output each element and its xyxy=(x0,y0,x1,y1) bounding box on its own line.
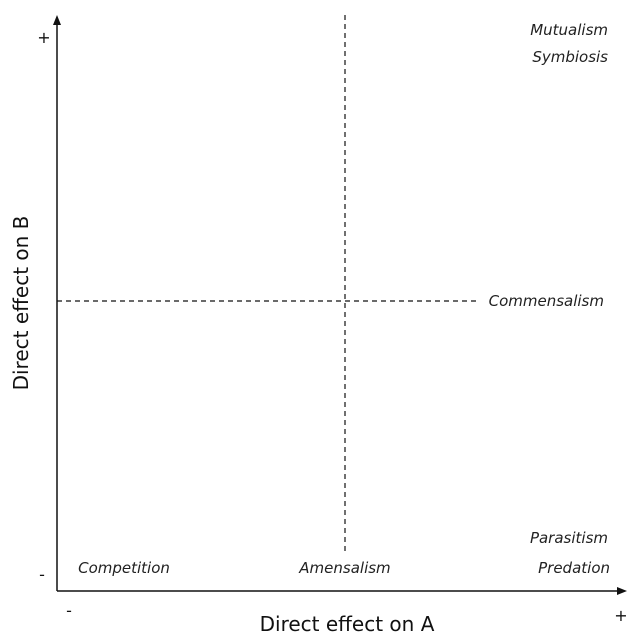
region-label-symbiosis: Symbiosis xyxy=(532,48,608,66)
region-label-amensalism: Amensalism xyxy=(298,559,390,577)
region-label-commensalism: Commensalism xyxy=(489,292,604,310)
region-label-parasitism: Parasitism xyxy=(530,529,608,547)
y-axis-title: Direct effect on B xyxy=(9,216,33,391)
region-label-competition: Competition xyxy=(78,559,170,577)
x-axis-title: Direct effect on A xyxy=(260,612,435,632)
x-axis-plus-sign: + xyxy=(614,606,627,625)
y-axis-minus-sign: - xyxy=(39,565,45,584)
x-axis-minus-sign: - xyxy=(66,601,72,620)
region-label-mutualism: Mutualism xyxy=(530,21,608,39)
region-label-predation: Predation xyxy=(538,559,610,577)
y-axis-plus-sign: + xyxy=(37,28,50,47)
